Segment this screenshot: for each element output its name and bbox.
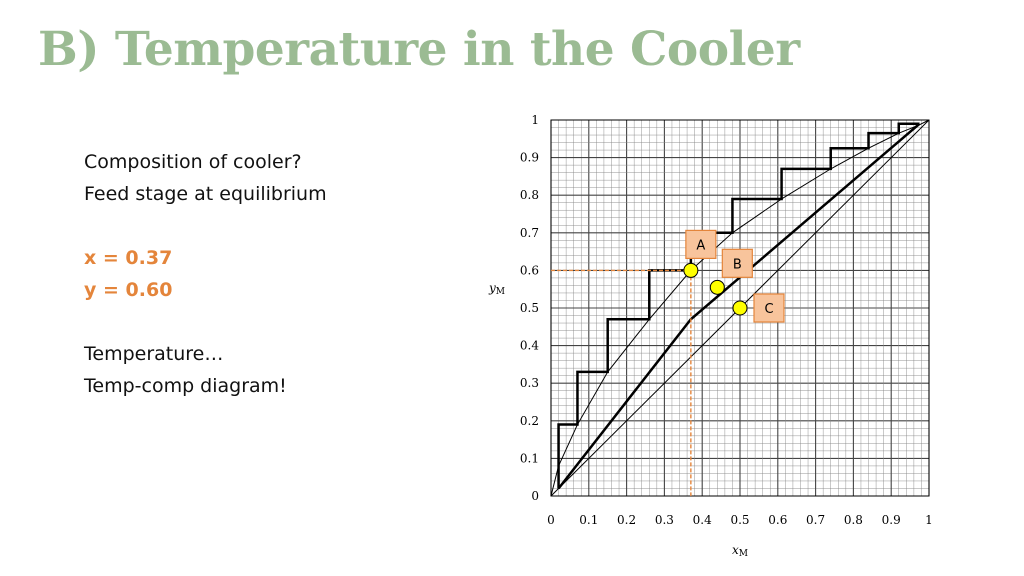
y-tick-label: 0.6 (520, 263, 539, 277)
feed-stage-line: Feed stage at equilibrium (84, 183, 327, 205)
x-tick-label: 0 (547, 513, 555, 527)
x-tick-label: 0.7 (806, 513, 825, 527)
x-tick-label: 1 (925, 513, 933, 527)
x-value: x = 0.37 (84, 247, 173, 269)
plot-frame (550, 119, 930, 497)
x-tick-label: 0.3 (655, 513, 674, 527)
bullet-text: Composition of cooler? Feed stage at equ… (84, 146, 327, 402)
y-tick-label: 0.7 (520, 226, 539, 240)
x-tick-label: 0.1 (579, 513, 598, 527)
point-label-box (753, 293, 785, 323)
x-tick-label: 0.8 (844, 513, 863, 527)
x-tick-label: 0.5 (730, 513, 749, 527)
point-marker (709, 279, 725, 295)
x-tick-label: 0.6 (768, 513, 787, 527)
y-tick-label: 0.5 (520, 301, 539, 315)
y-tick-label: 0.4 (520, 339, 539, 353)
y-tick-label: 0.1 (520, 451, 539, 465)
x-tick-label: 0.4 (693, 513, 712, 527)
question-line: Composition of cooler? (84, 151, 302, 173)
slide-title: B) Temperature in the Cooler (38, 22, 800, 77)
y-value: y = 0.60 (84, 279, 173, 301)
mccabe-thiele-chart: 0 0.1 0.2 0.3 0.4 0.5 0.6 0.7 0.8 0.9 1 0 0.1 0.2 0.3 0… (488, 113, 933, 559)
point-label-box (685, 229, 717, 260)
y-tick-label: 0.2 (520, 414, 539, 428)
y-tick-label: 0.3 (520, 376, 539, 390)
point-label: C (764, 302, 773, 317)
y-tick-label: 0 (531, 489, 539, 503)
point-marker (683, 262, 699, 278)
x-tick-label: 0.2 (617, 513, 636, 527)
temperature-line: Temperature… (84, 343, 224, 365)
y-tick-label: 1 (531, 113, 539, 127)
x-tick-label: 0.9 (882, 513, 901, 527)
y-tick-label: 0.8 (520, 188, 539, 202)
point-marker (732, 300, 748, 316)
point-label-box (721, 248, 753, 278)
point-label: A (696, 238, 705, 253)
y-tick-label: 0.9 (520, 151, 539, 165)
temp-comp-line: Temp-comp diagram! (84, 375, 287, 397)
x-axis-label: xM (732, 543, 748, 559)
point-label: B (733, 257, 742, 272)
y-axis-label: yM (488, 281, 505, 297)
